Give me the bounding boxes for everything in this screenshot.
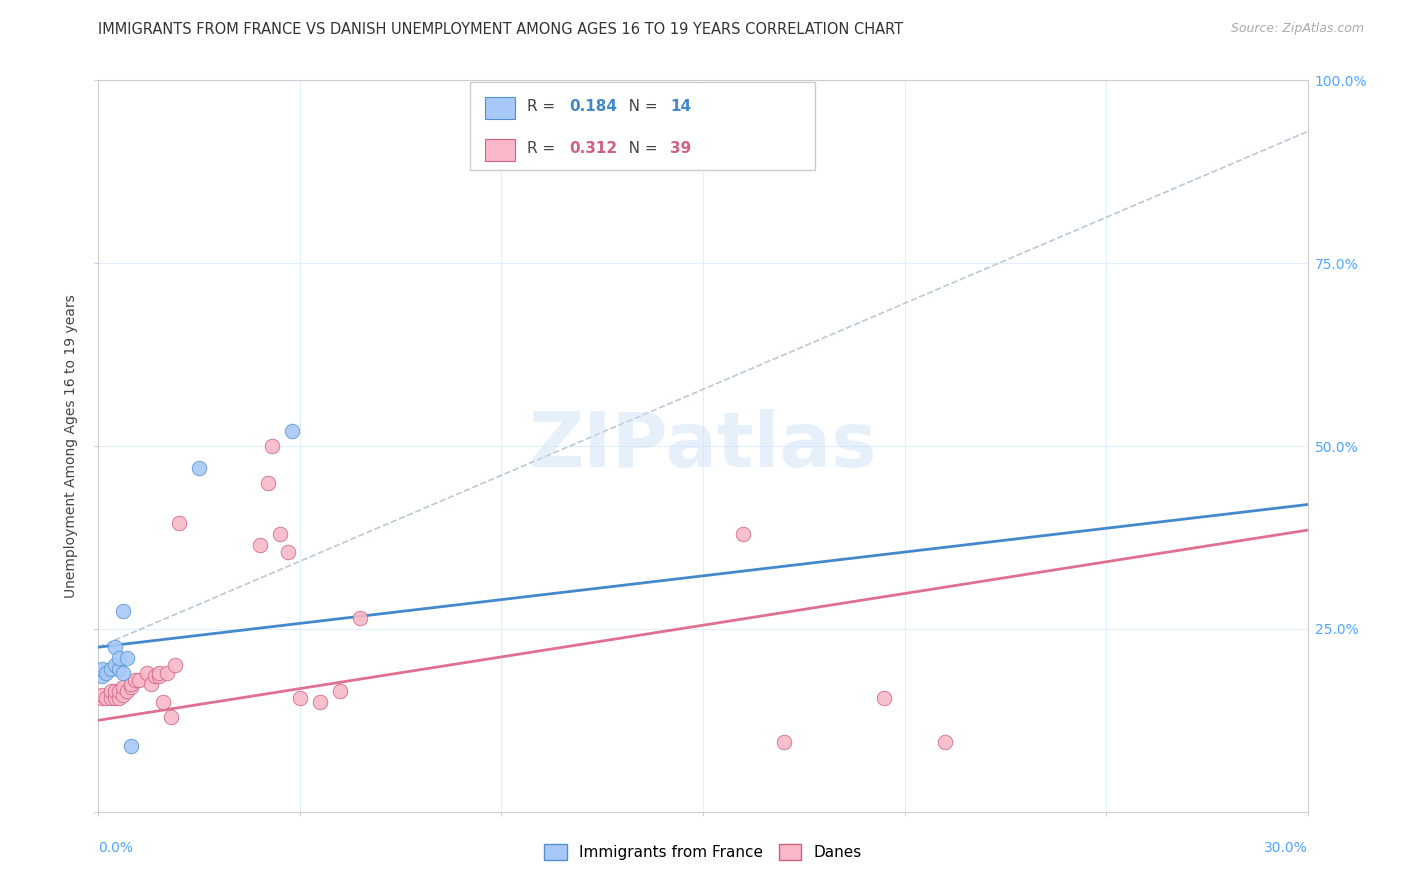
Point [111,681,134,695]
Point [349,611,371,625]
Text: 30.0%: 30.0% [1264,841,1308,855]
Point [107,691,129,706]
Point [167,516,190,530]
Point [329,684,352,698]
Point [160,709,183,723]
Point [139,676,162,690]
Point [91,691,114,706]
Point [115,684,138,698]
Point [91,688,114,702]
Point [111,665,134,680]
Point [111,603,134,617]
Point [281,425,304,439]
Point [120,676,142,690]
Point [733,526,755,541]
Text: 0.0%: 0.0% [98,841,134,855]
Point [100,662,122,676]
Text: 0.184: 0.184 [569,99,617,114]
Point [96,691,118,706]
Point [91,662,114,676]
Y-axis label: Unemployment Among Ages 16 to 19 years: Unemployment Among Ages 16 to 19 years [65,294,79,598]
Text: IMMIGRANTS FROM FRANCE VS DANISH UNEMPLOYMENT AMONG AGES 16 TO 19 YEARS CORRELAT: IMMIGRANTS FROM FRANCE VS DANISH UNEMPLO… [98,22,904,37]
Point [309,695,332,709]
Point [103,658,125,673]
Point [103,691,125,706]
Text: Source: ZipAtlas.com: Source: ZipAtlas.com [1230,22,1364,36]
Point [152,695,174,709]
Point [143,669,166,683]
Point [288,691,311,706]
Text: ZIPatlas: ZIPatlas [529,409,877,483]
Point [100,684,122,698]
Point [163,658,186,673]
Point [120,681,142,695]
Point [107,651,129,665]
Point [91,669,114,683]
Point [115,651,138,665]
Point [96,665,118,680]
Point [277,545,299,559]
Text: R =: R = [527,141,560,156]
Point [103,640,125,655]
Point [188,461,211,475]
Point [260,439,283,453]
Point [772,735,794,749]
Legend: Immigrants from France, Danes: Immigrants from France, Danes [538,838,868,866]
Point [269,526,291,541]
Point [128,673,150,687]
Text: N =: N = [614,99,662,114]
Point [934,735,956,749]
Point [148,665,170,680]
Point [135,665,157,680]
Text: R =: R = [527,99,560,114]
Point [124,673,146,687]
Point [873,691,896,706]
Point [249,538,271,552]
Point [256,475,278,490]
Text: 14: 14 [671,99,692,114]
Text: N =: N = [614,141,662,156]
Point [111,688,134,702]
Text: 0.312: 0.312 [569,141,617,156]
Point [156,665,179,680]
Point [120,739,142,753]
Point [100,691,122,706]
Point [107,662,129,676]
Point [107,684,129,698]
Point [148,669,170,683]
Text: 39: 39 [671,141,692,156]
Point [103,684,125,698]
